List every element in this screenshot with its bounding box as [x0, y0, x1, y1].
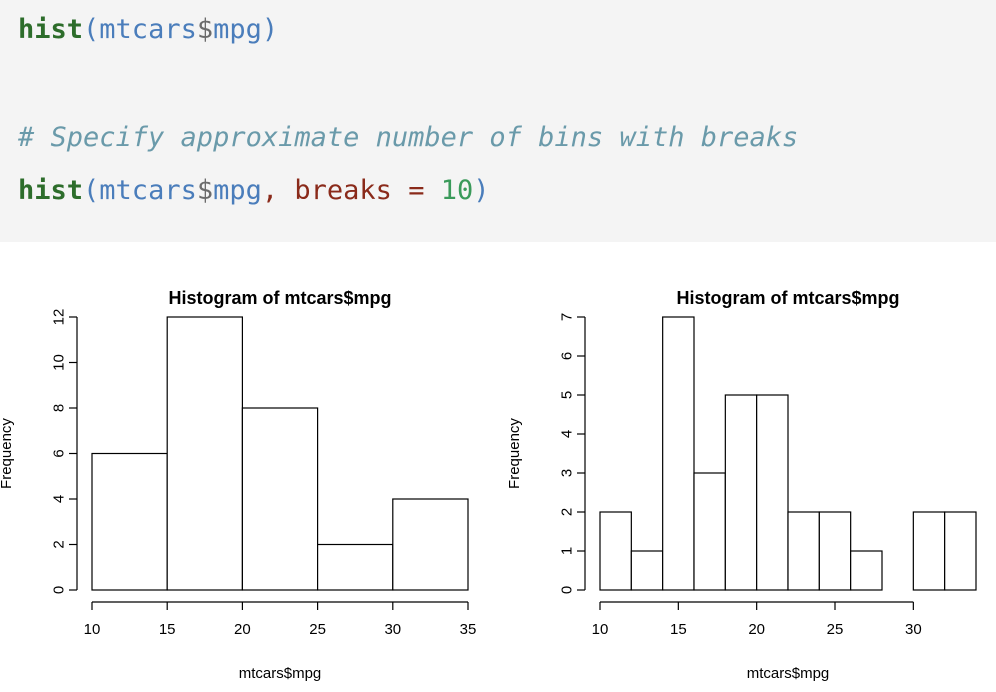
y-tick-label: 0	[51, 586, 68, 594]
chart-title: Histogram of mtcars$mpg	[168, 288, 391, 308]
x-axis-label: mtcars$mpg	[747, 665, 830, 682]
y-tick-label: 12	[51, 309, 68, 326]
chart-title: Histogram of mtcars$mpg	[676, 288, 899, 308]
histogram-bar	[818, 511, 852, 591]
code-line-3: hist(mtcars$mpg, breaks = 10)	[18, 175, 490, 207]
number-literal: 10	[440, 175, 474, 206]
comma: ,	[261, 175, 295, 206]
histogram-bar	[787, 511, 820, 591]
y-axis-label: Frequency	[506, 418, 523, 489]
dollar-operator: $	[196, 14, 214, 45]
code-line-1: hist(mtcars$mpg)	[18, 14, 278, 46]
x-tick-label: 25	[827, 621, 844, 638]
histogram-bar	[317, 543, 394, 591]
x-tick-label: 20	[748, 621, 765, 638]
y-tick-label: 10	[51, 354, 68, 371]
x-tick-label: 20	[234, 621, 251, 638]
histogram-2: Histogram of mtcars$mpg 0 1 2 3 4 5 6 7 10 15 20 25 3…	[506, 288, 977, 682]
dollar-operator: $	[196, 175, 214, 206]
y-tick-label: 4	[559, 430, 576, 438]
histogram-bar	[630, 550, 664, 591]
y-axis-label: Frequency	[0, 418, 15, 489]
histogram-bar	[912, 511, 946, 591]
x-tick-label: 10	[84, 621, 101, 638]
y-tick-label: 0	[559, 586, 576, 594]
histogram-bar	[392, 498, 469, 591]
histogram-bar	[241, 407, 319, 591]
code-comment: # Specify approximate number of bins wit…	[18, 122, 799, 153]
histogram-bar	[91, 452, 168, 591]
equals-sign: =	[391, 175, 441, 206]
close-paren: )	[261, 14, 279, 45]
y-tick-label: 6	[559, 352, 576, 360]
object-name: mtcars	[99, 175, 197, 206]
y-tick-label: 2	[559, 508, 576, 516]
open-paren: (	[83, 175, 100, 206]
histogram-bar	[756, 394, 789, 591]
x-tick-label: 15	[670, 621, 687, 638]
histogram-bar	[662, 316, 695, 591]
code-block: hist(mtcars$mpg) # Specify approximate n…	[0, 0, 996, 242]
y-tick-label: 3	[559, 469, 576, 477]
column-name: mpg	[213, 14, 262, 45]
x-axis-label: mtcars$mpg	[239, 665, 322, 682]
open-paren: (	[83, 14, 100, 45]
function-name: hist	[18, 175, 84, 206]
x-tick-label: 15	[159, 621, 176, 638]
y-tick-label: 4	[51, 495, 68, 503]
histogram-bar	[166, 316, 243, 591]
y-tick-label: 5	[559, 391, 576, 399]
histogram-bar	[599, 511, 632, 591]
x-tick-label: 35	[460, 621, 477, 638]
histogram-bar	[724, 394, 758, 591]
x-tick-label: 30	[384, 621, 401, 638]
histogram-bar	[850, 550, 883, 591]
y-tick-label: 8	[51, 404, 68, 412]
histogram-bar	[944, 511, 977, 591]
y-tick-label: 7	[559, 313, 576, 321]
close-paren: )	[473, 175, 490, 206]
x-tick-label: 25	[309, 621, 326, 638]
x-tick-label: 30	[905, 621, 922, 638]
y-tick-label: 6	[51, 449, 68, 457]
column-name: mpg	[213, 175, 262, 206]
y-tick-label: 2	[51, 540, 68, 548]
function-name: hist	[18, 14, 84, 45]
object-name: mtcars	[99, 14, 197, 45]
x-tick-label: 10	[592, 621, 609, 638]
histogram-1: Histogram of mtcars$mpg 0 2 4 6 8 10 12 10 15 20 25…	[0, 288, 477, 682]
histogram-bar	[693, 472, 726, 591]
parameter-name: breaks	[294, 175, 392, 206]
y-tick-label: 1	[559, 547, 576, 555]
